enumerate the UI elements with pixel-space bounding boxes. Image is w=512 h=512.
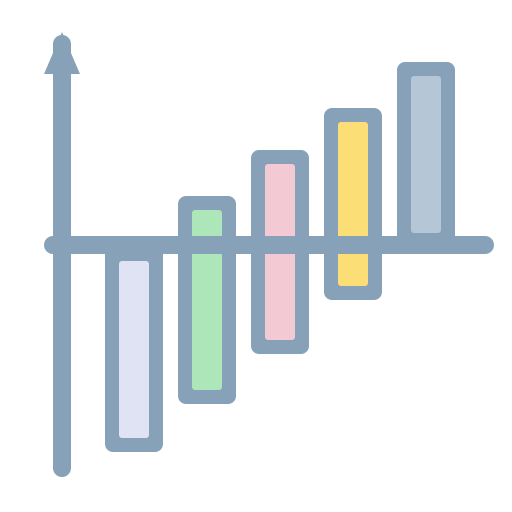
bars-group	[105, 62, 455, 452]
bar-5-fill	[411, 76, 441, 233]
bar-4-fill	[338, 122, 368, 286]
bar-4	[324, 108, 382, 300]
bar-2	[178, 196, 236, 404]
bar-1	[105, 236, 163, 452]
bar-5	[397, 62, 455, 254]
bar-chart-growth-icon	[0, 0, 512, 512]
y-axis-arrow	[44, 32, 80, 74]
bar-1-fill	[119, 261, 149, 438]
